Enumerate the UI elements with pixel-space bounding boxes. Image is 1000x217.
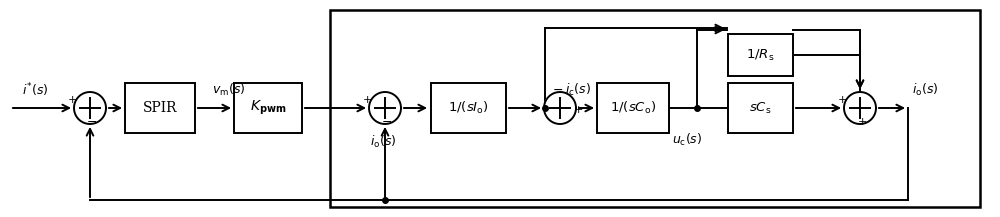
Polygon shape xyxy=(544,92,576,124)
Polygon shape xyxy=(844,92,876,124)
Text: +: + xyxy=(362,95,372,105)
Bar xyxy=(330,10,980,207)
Text: $i^{*}(s)$: $i^{*}(s)$ xyxy=(22,81,48,99)
Text: +: + xyxy=(837,95,847,105)
Text: $i_{\mathrm{o}}(s)$: $i_{\mathrm{o}}(s)$ xyxy=(370,134,396,150)
Bar xyxy=(597,83,669,133)
Text: +: + xyxy=(67,95,77,105)
Text: $i_{\mathrm{c}}(s)$: $i_{\mathrm{c}}(s)$ xyxy=(565,82,591,98)
Bar xyxy=(728,34,792,76)
Text: $K_{\mathbf{pwm}}$: $K_{\mathbf{pwm}}$ xyxy=(250,99,286,117)
Text: $1/(sI_{\mathrm{o}})$: $1/(sI_{\mathrm{o}})$ xyxy=(448,100,488,116)
Text: $1/(sC_{\mathrm{o}})$: $1/(sC_{\mathrm{o}})$ xyxy=(610,100,656,116)
Bar xyxy=(430,83,506,133)
Polygon shape xyxy=(74,92,106,124)
Bar xyxy=(234,83,302,133)
Text: +: + xyxy=(857,117,867,127)
Text: +: + xyxy=(573,105,583,115)
Text: $i_{\mathrm{o}}(s)$: $i_{\mathrm{o}}(s)$ xyxy=(912,82,938,98)
Text: $sC_{\mathrm{s}}$: $sC_{\mathrm{s}}$ xyxy=(749,100,771,115)
Bar xyxy=(125,83,195,133)
Text: $1/R_{\mathrm{s}}$: $1/R_{\mathrm{s}}$ xyxy=(746,48,774,62)
Text: −: − xyxy=(382,115,392,128)
Text: −: − xyxy=(87,115,97,128)
Text: SPIR: SPIR xyxy=(143,101,177,115)
Text: −: − xyxy=(553,84,563,97)
Text: $v_{\mathrm{m}}(s)$: $v_{\mathrm{m}}(s)$ xyxy=(212,82,245,98)
Bar xyxy=(728,83,792,133)
Text: $u_{\mathrm{c}}(s)$: $u_{\mathrm{c}}(s)$ xyxy=(672,132,702,148)
Polygon shape xyxy=(369,92,401,124)
